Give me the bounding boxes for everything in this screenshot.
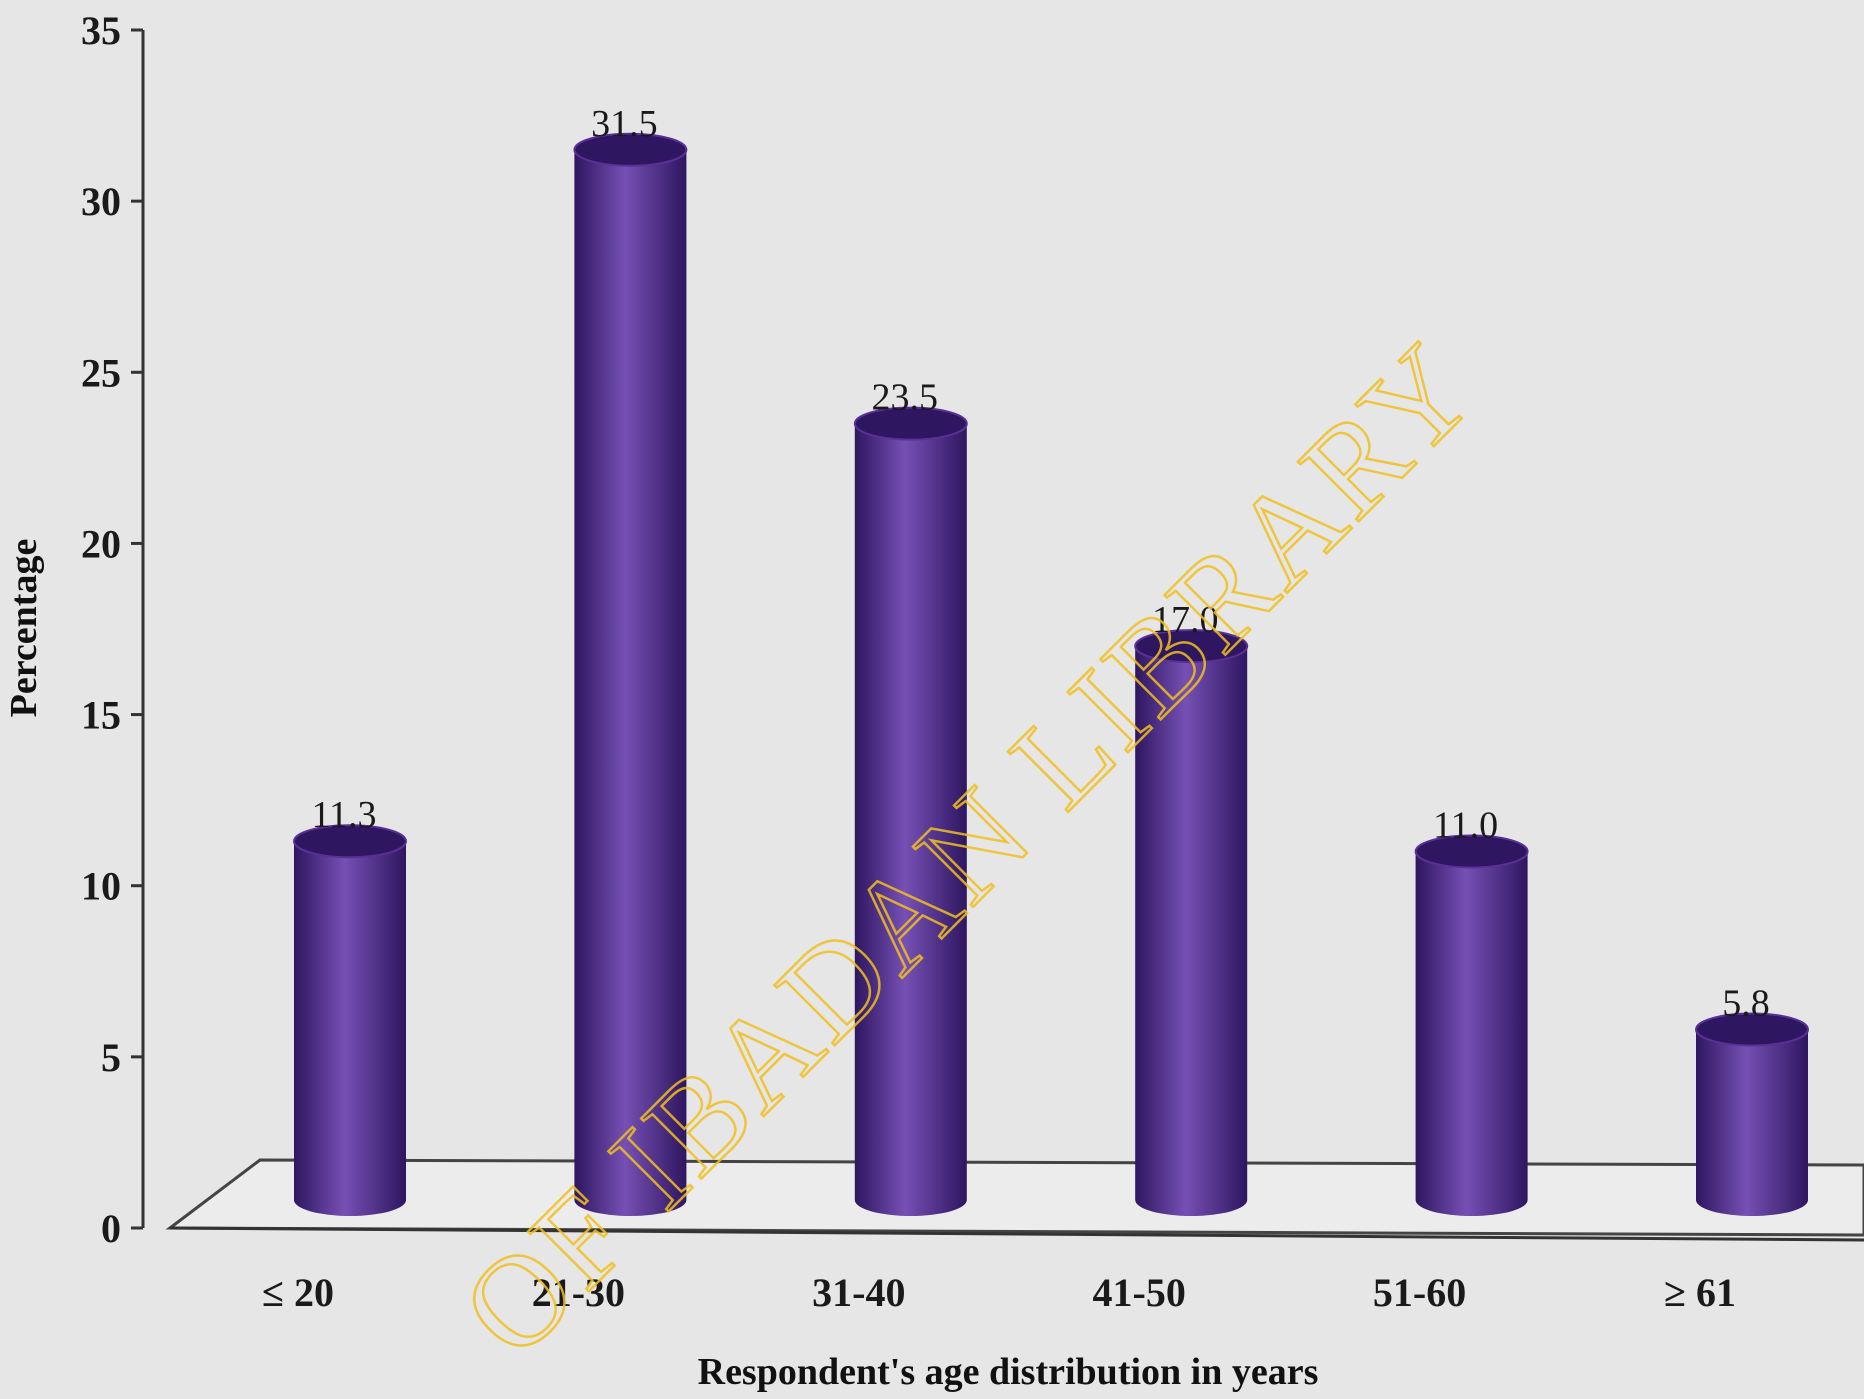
y-tick-label: 25	[81, 350, 121, 395]
bar-value-label: 23.5	[872, 377, 939, 419]
bar-body	[294, 841, 406, 1216]
bar-cap	[1134, 629, 1249, 664]
y-tick-label: 0	[101, 1206, 121, 1251]
bar-cap	[1695, 1012, 1809, 1047]
bar-body	[574, 149, 687, 1216]
y-tick-label: 10	[81, 864, 121, 909]
bar-value-label: 31.5	[591, 103, 658, 145]
x-axis-title: Respondent's age distribution in years	[698, 1351, 1319, 1393]
floor-plane	[165, 1158, 1864, 1237]
bar-body	[1135, 646, 1248, 1216]
bar	[853, 406, 968, 1217]
bars-group	[293, 132, 1809, 1217]
chart-floor	[165, 1158, 1864, 1237]
bar	[573, 132, 688, 1216]
bar	[1695, 1012, 1809, 1216]
bar	[293, 824, 407, 1216]
y-axis: 0 5 10 15 20 25 30 35	[81, 8, 1864, 1251]
y-tick-label: 15	[81, 693, 121, 738]
bar-body	[1415, 851, 1528, 1216]
bar-cap	[1414, 834, 1529, 869]
x-category-label: 31-40	[812, 1270, 905, 1315]
y-axis-title: Percentage	[3, 539, 45, 718]
x-category-label: 51-60	[1373, 1270, 1466, 1315]
y-tick-label: 20	[81, 521, 121, 566]
bar-value-label: 11.0	[1433, 804, 1498, 846]
bar-value-label: 17.0	[1152, 599, 1219, 641]
labels-group: 11.3 ≤ 20 31.5 21-30 23.5 31-40 17.0 41-50 11.0 5…	[262, 103, 1770, 1315]
bar-cap	[293, 824, 407, 859]
y-tick-label: 5	[101, 1035, 121, 1080]
y-tick-label: 35	[81, 8, 121, 53]
bar-cap	[853, 406, 968, 441]
bar-body	[1696, 1029, 1808, 1216]
bar	[1134, 629, 1249, 1216]
bar-cap	[573, 132, 688, 167]
y-tick-label: 30	[81, 179, 121, 224]
bar	[1414, 834, 1529, 1216]
x-category-label: ≤ 20	[262, 1270, 334, 1315]
bar-value-label: 5.8	[1722, 982, 1770, 1024]
bar-body	[854, 423, 967, 1217]
x-category-label: ≥ 61	[1664, 1270, 1736, 1315]
x-axis-line	[169, 1226, 1864, 1242]
bar-value-label: 11.3	[311, 794, 376, 836]
x-category-label: 21-30	[532, 1270, 625, 1315]
x-category-label: 41-50	[1093, 1270, 1186, 1315]
